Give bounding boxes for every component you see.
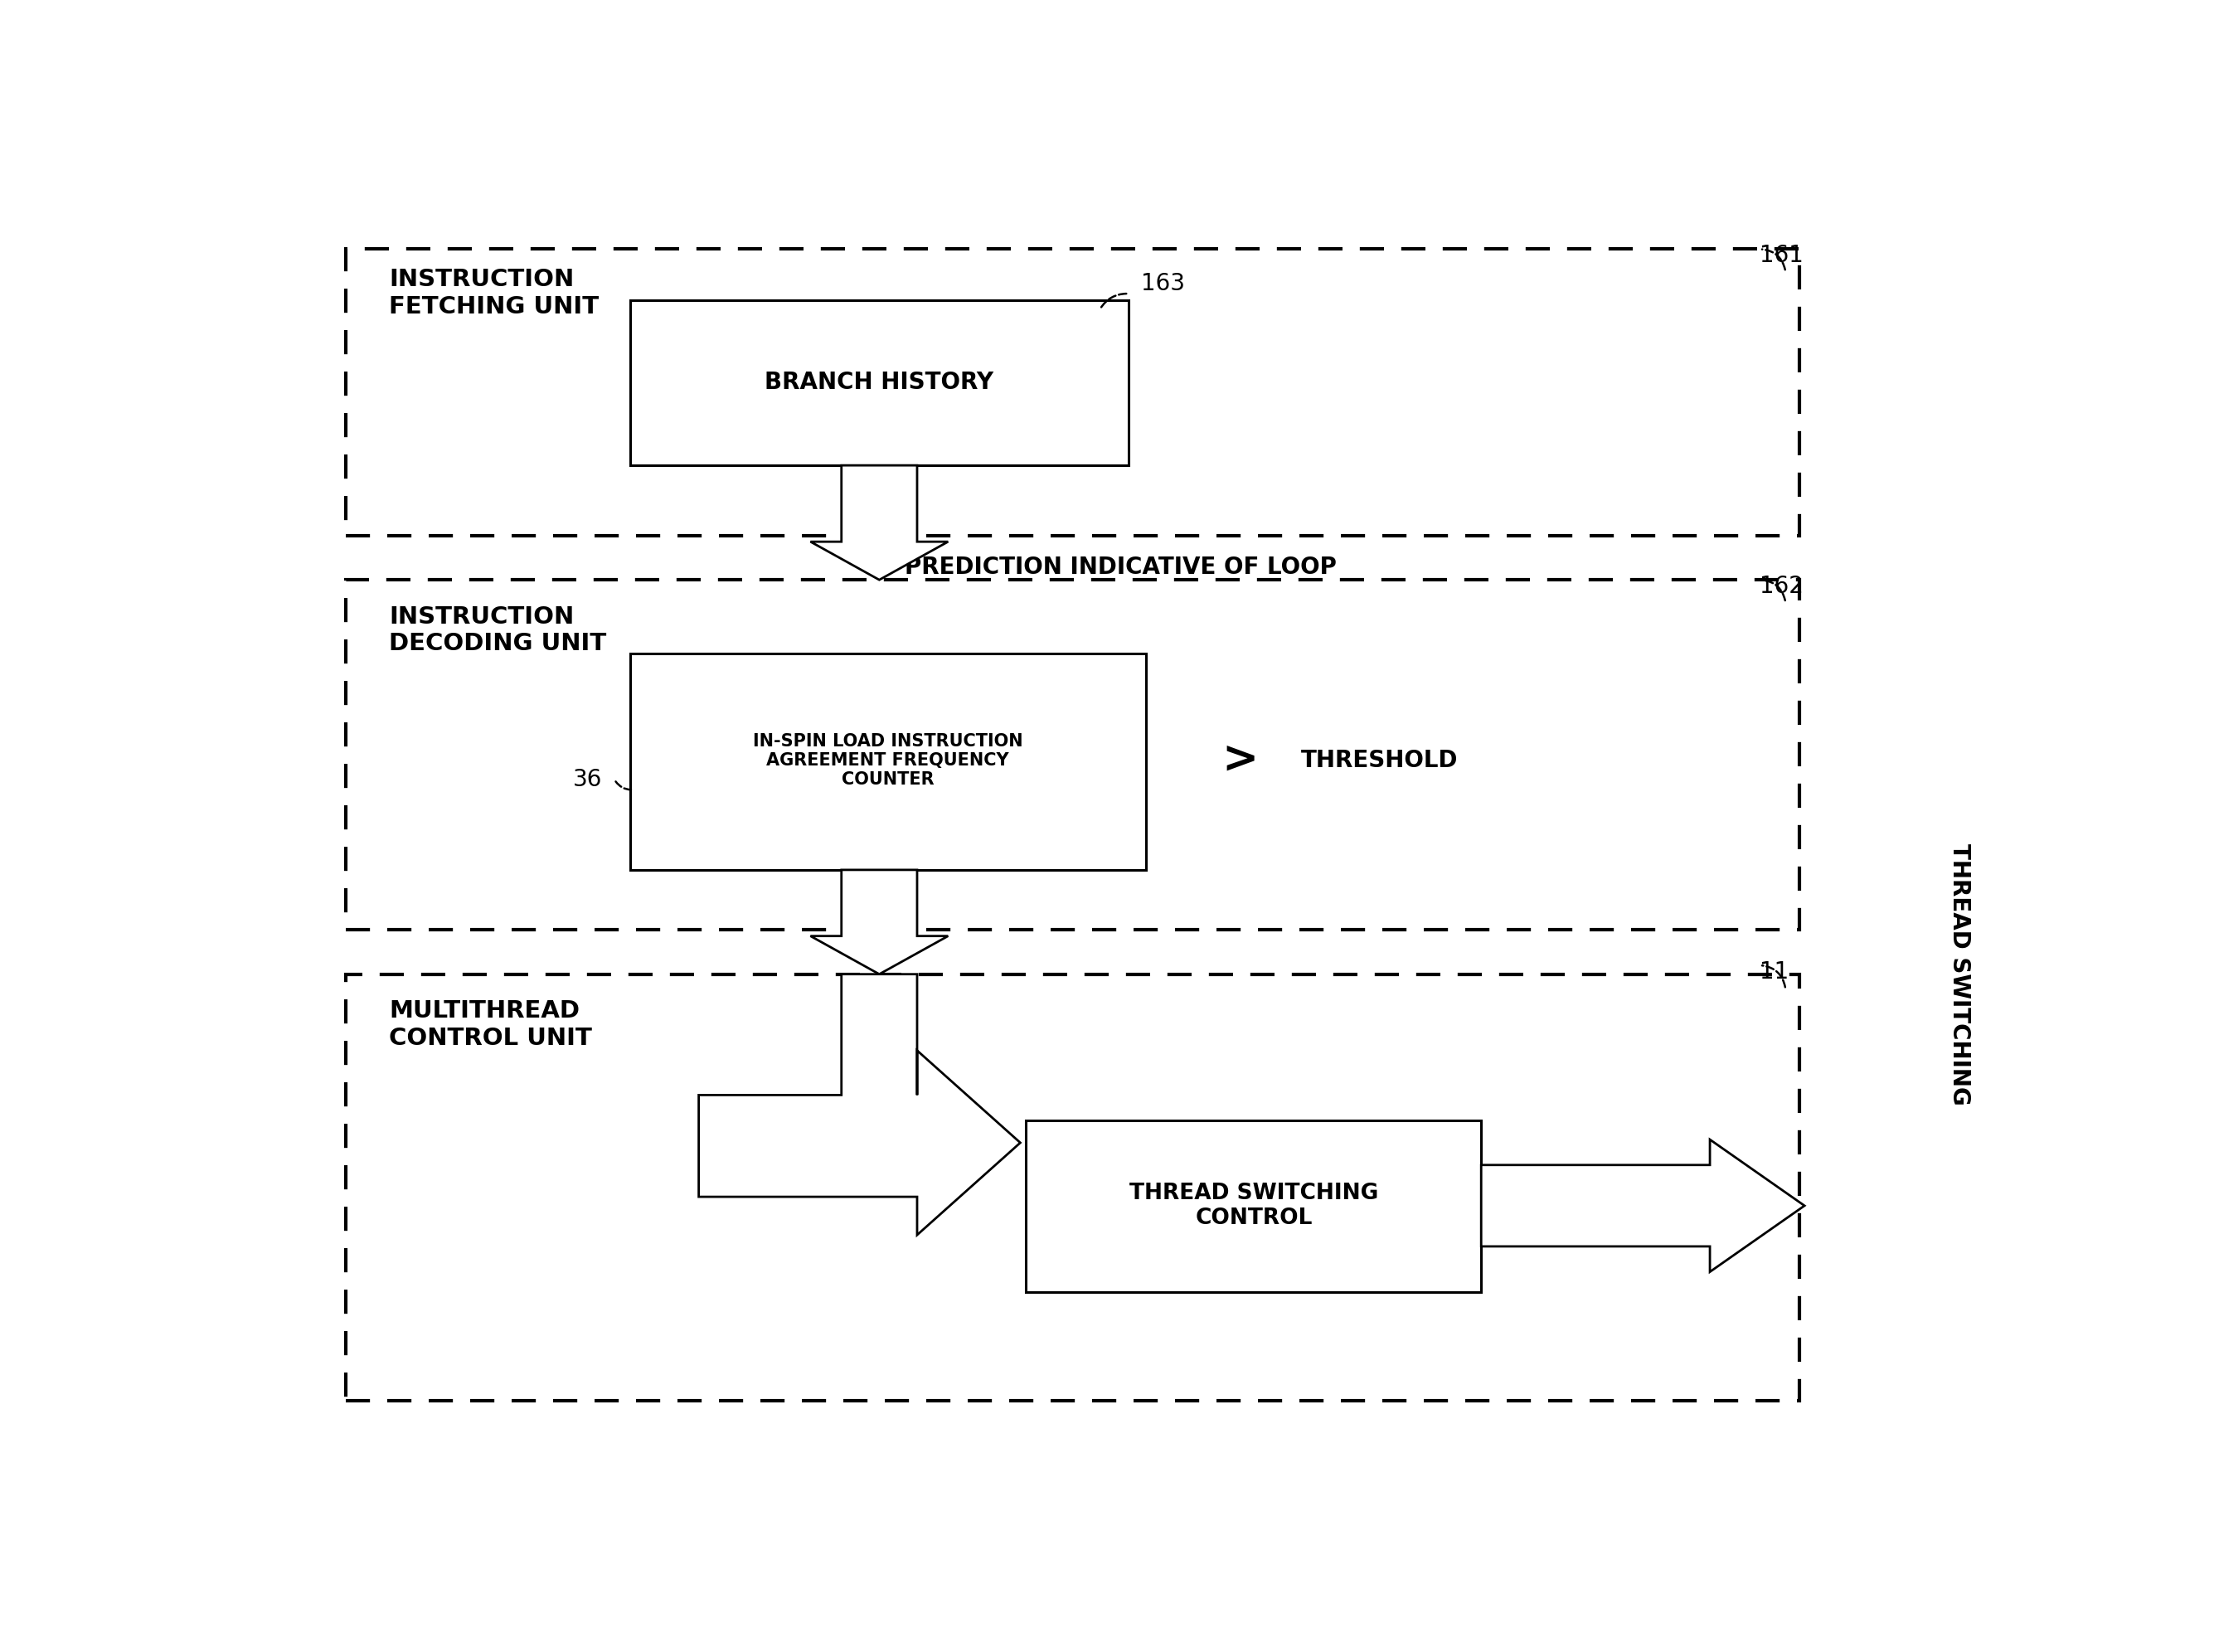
- Text: 36: 36: [573, 768, 604, 791]
- Text: THRESHOLD: THRESHOLD: [1300, 748, 1458, 771]
- FancyBboxPatch shape: [630, 654, 1145, 871]
- FancyBboxPatch shape: [346, 975, 1800, 1401]
- FancyBboxPatch shape: [346, 580, 1800, 930]
- Text: THREAD SWITCHING: THREAD SWITCHING: [1948, 843, 1970, 1105]
- Text: 161: 161: [1760, 244, 1804, 268]
- Polygon shape: [810, 466, 948, 580]
- Polygon shape: [699, 975, 1021, 1236]
- Text: MULTITHREAD
CONTROL UNIT: MULTITHREAD CONTROL UNIT: [388, 999, 592, 1049]
- Polygon shape: [1482, 1140, 1804, 1272]
- Text: >: >: [1223, 738, 1258, 781]
- FancyBboxPatch shape: [630, 301, 1129, 466]
- Text: INSTRUCTION
DECODING UNIT: INSTRUCTION DECODING UNIT: [388, 605, 606, 656]
- Text: THREAD SWITCHING
CONTROL: THREAD SWITCHING CONTROL: [1129, 1183, 1378, 1229]
- Text: BRANCH HISTORY: BRANCH HISTORY: [766, 372, 994, 395]
- FancyBboxPatch shape: [1025, 1120, 1482, 1292]
- Text: 162: 162: [1760, 575, 1804, 598]
- Text: PREDICTION INDICATIVE OF LOOP: PREDICTION INDICATIVE OF LOOP: [905, 555, 1338, 578]
- Text: INSTRUCTION
FETCHING UNIT: INSTRUCTION FETCHING UNIT: [388, 268, 599, 319]
- FancyBboxPatch shape: [346, 249, 1800, 535]
- Text: 163: 163: [1141, 273, 1185, 296]
- Text: IN-SPIN LOAD INSTRUCTION
AGREEMENT FREQUENCY
COUNTER: IN-SPIN LOAD INSTRUCTION AGREEMENT FREQU…: [752, 733, 1023, 788]
- Polygon shape: [810, 871, 948, 975]
- Text: 11: 11: [1760, 960, 1789, 983]
